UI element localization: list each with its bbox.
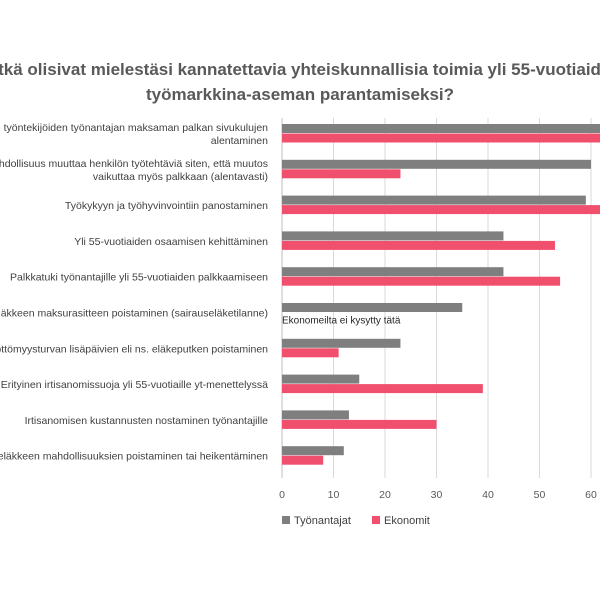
bar-tyonantajat bbox=[282, 124, 600, 133]
category-label: Palkkatuki työnantajille yli 55-vuotiaid… bbox=[10, 272, 268, 284]
x-tick-label: 10 bbox=[328, 489, 340, 501]
bar-ekonomit bbox=[282, 348, 339, 358]
legend-label: Ekonomit bbox=[384, 515, 430, 527]
category-label: vaikuttaa myös palkkaan (alentavasti) bbox=[93, 171, 268, 183]
category-label: Irtisanomisen kustannusten nostaminen ty… bbox=[25, 415, 269, 427]
chart-title-line: Mitkä olisivat mielestäsi kannatettavia … bbox=[0, 60, 600, 79]
category-label: alentaminen bbox=[211, 135, 268, 147]
bar-tyonantajat bbox=[282, 159, 591, 169]
chart-title-line: työmarkkina-aseman parantamiseksi? bbox=[146, 85, 454, 104]
x-tick-label: 0 bbox=[279, 489, 285, 501]
legend: Työnantajat Ekonomit bbox=[282, 515, 430, 527]
bar-tyonantajat bbox=[282, 303, 463, 312]
legend-swatch bbox=[372, 516, 380, 524]
bar-ekonomit bbox=[282, 419, 437, 429]
bar-ekonomit bbox=[282, 169, 401, 179]
category-label: Työttömyysturvan lisäpäivien eli ns. elä… bbox=[0, 343, 268, 355]
bar-tyonantajat bbox=[282, 338, 401, 348]
x-tick-label: 50 bbox=[534, 489, 546, 501]
bar-ekonomit bbox=[282, 276, 561, 286]
x-axis-ticks: 0 10 20 30 40 50 60 bbox=[279, 489, 597, 501]
bar-ekonomit bbox=[282, 240, 555, 250]
bar-tyonantajat bbox=[282, 446, 344, 456]
x-tick-label: 60 bbox=[585, 489, 597, 501]
category-labels: Ikääntyneiden työntekijöiden työnantajan… bbox=[0, 122, 268, 463]
legend-swatch bbox=[282, 516, 290, 524]
x-tick-label: 20 bbox=[379, 489, 391, 501]
category-label: Osa-aikaeläkkeen mahdollisuuksien poista… bbox=[0, 451, 268, 463]
chart-title: Mitkä olisivat mielestäsi kannatettavia … bbox=[0, 60, 600, 104]
bar-ekonomit bbox=[282, 455, 324, 465]
bar-tyonantajat bbox=[282, 231, 504, 241]
bar-tyonantajat bbox=[282, 374, 360, 384]
bar-tyonantajat bbox=[282, 267, 504, 277]
bar-tyonantajat bbox=[282, 410, 349, 420]
category-label: Erityinen irtisanomissuoja yli 55-vuotia… bbox=[1, 379, 268, 391]
bar-ekonomit bbox=[282, 384, 483, 394]
category-label: Työkykyyn ja työhyvinvointiin panostamin… bbox=[65, 200, 268, 212]
bar-tyonantajat bbox=[282, 195, 586, 205]
bar-ekonomit bbox=[282, 133, 600, 143]
category-label: Ikääntyneiden työntekijöiden työnantajan… bbox=[0, 122, 268, 134]
category-label: Mahdollisuus muuttaa henkilön työtehtävi… bbox=[0, 158, 268, 170]
category-label: Työkyvyttömyyseläkkeen maksurasitteen po… bbox=[0, 308, 268, 320]
x-tick-label: 40 bbox=[482, 489, 494, 501]
annotations: Ekonomeilta ei kysytty tätä bbox=[282, 316, 401, 327]
bar-ekonomit bbox=[282, 205, 600, 215]
legend-label: Työnantajat bbox=[294, 515, 351, 527]
category-label: Yli 55-vuotiaiden osaamisen kehittäminen bbox=[74, 236, 268, 248]
x-tick-label: 30 bbox=[431, 489, 443, 501]
bars bbox=[282, 124, 600, 465]
annotation-text: Ekonomeilta ei kysytty tätä bbox=[282, 316, 401, 327]
